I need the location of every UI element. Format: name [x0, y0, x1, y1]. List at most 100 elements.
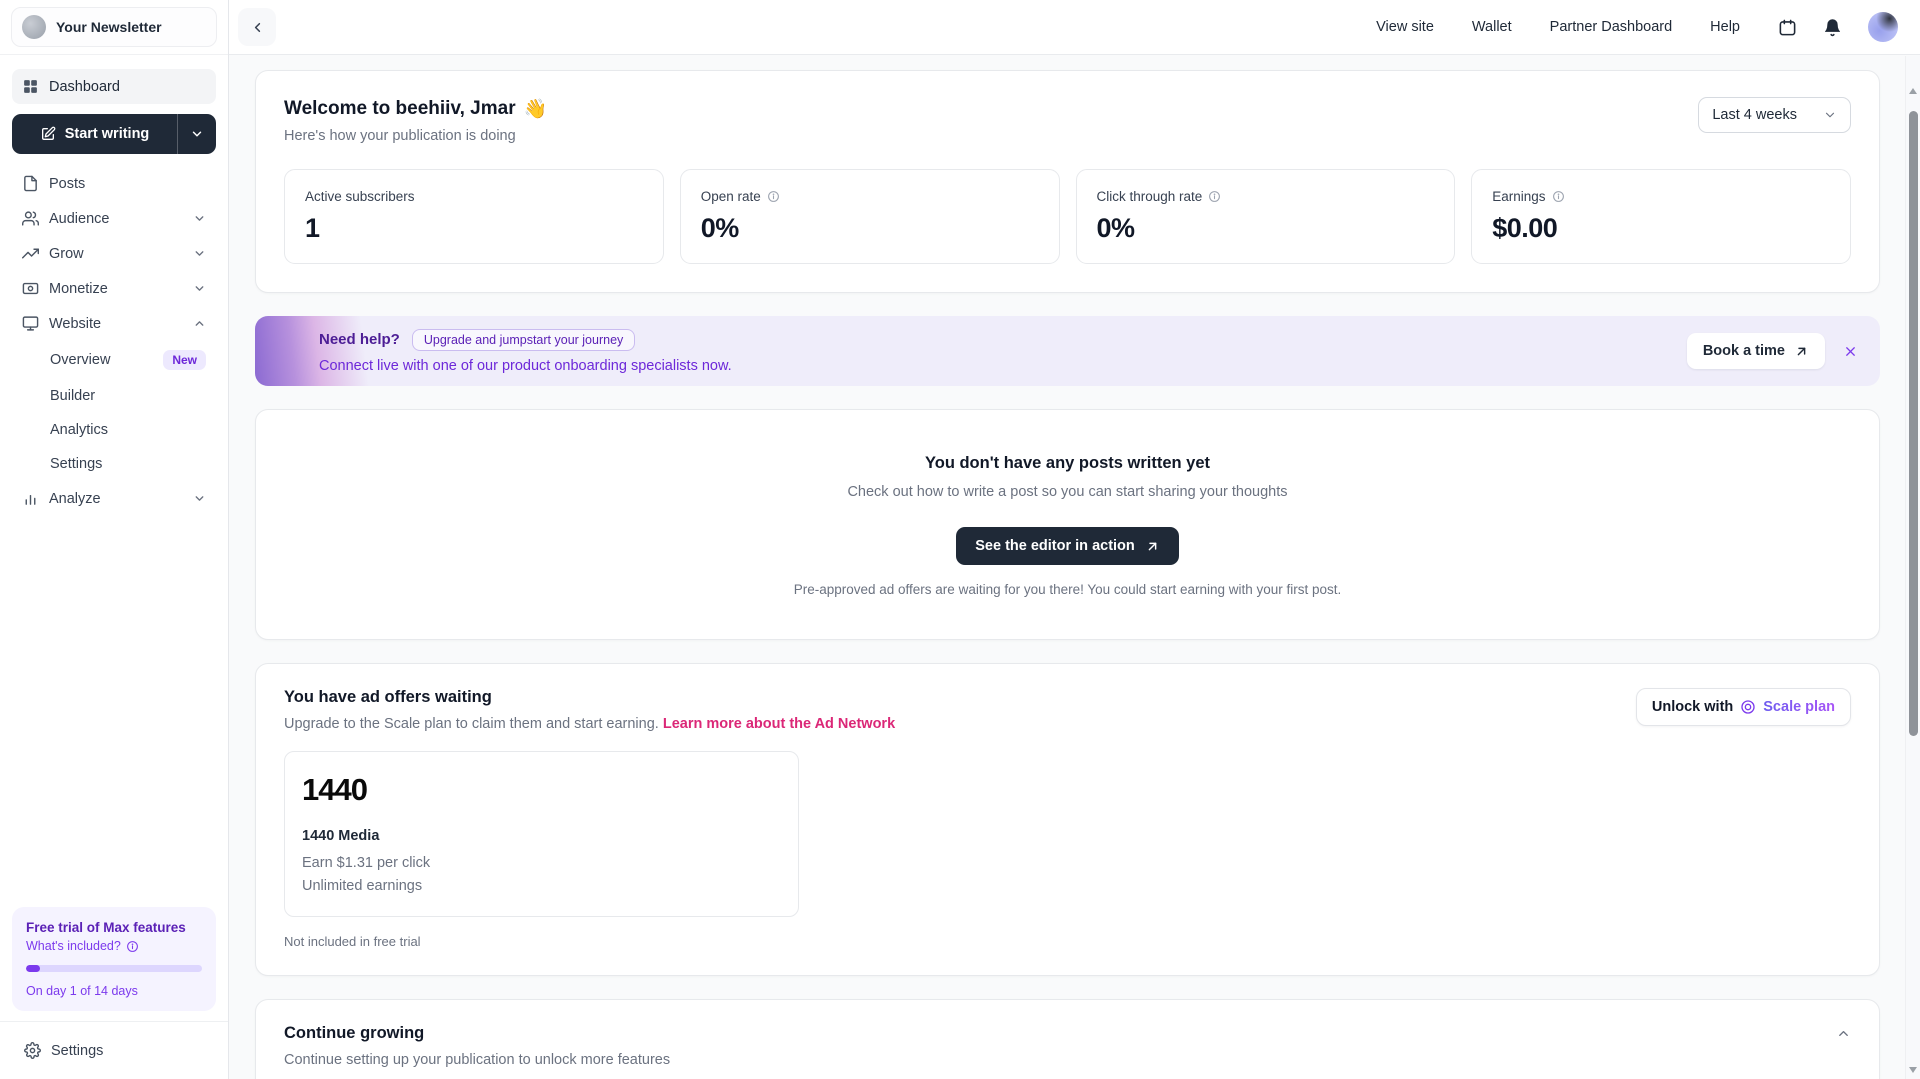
offer-earnings-cap: Unlimited earnings — [302, 878, 423, 894]
sidebar-subitem-overview[interactable]: Overview New — [12, 341, 216, 379]
publication-switcher[interactable]: Your Newsletter — [11, 7, 217, 47]
chevron-down-icon — [193, 282, 206, 295]
users-icon — [22, 211, 39, 226]
info-icon[interactable] — [1208, 190, 1221, 203]
welcome-title-text: Welcome to beehiiv, Jmar — [284, 98, 516, 119]
sidebar-subitem-label: Analytics — [50, 422, 109, 438]
new-badge: New — [163, 350, 206, 370]
bell-icon[interactable] — [1823, 18, 1842, 37]
advertiser-name: 1440 Media — [302, 828, 380, 844]
ad-offers-card: You have ad offers waiting Upgrade to th… — [255, 663, 1880, 976]
sidebar-item-posts[interactable]: Posts — [12, 166, 216, 201]
sidebar-item-analyze[interactable]: Analyze — [12, 481, 216, 516]
scale-plan-label: Scale plan — [1763, 699, 1835, 715]
sidebar-item-monetize[interactable]: Monetize — [12, 271, 216, 306]
sidebar-item-grow[interactable]: Grow — [12, 236, 216, 271]
ad-network-link[interactable]: Learn more about the Ad Network — [662, 716, 896, 732]
ad-offer-1440[interactable]: 1440 1440 Media Earn $1.31 per click Unl… — [284, 751, 799, 917]
chevron-down-icon — [193, 247, 206, 260]
stats-row: Active subscribers 1 Open rate 0% Cli — [284, 169, 1851, 264]
sidebar-collapse-button[interactable] — [238, 8, 276, 46]
sidebar-item-dashboard[interactable]: Dashboard — [12, 69, 216, 104]
settings-label: Settings — [51, 1042, 104, 1059]
chevron-up-icon[interactable] — [1836, 1026, 1851, 1041]
start-writing-button[interactable]: Start writing — [12, 114, 216, 154]
welcome-header: Welcome to beehiiv, Jmar 👋 Here's how yo… — [284, 97, 1851, 144]
sidebar-top: Your Newsletter — [0, 0, 228, 55]
partner-dashboard-link[interactable]: Partner Dashboard — [1549, 19, 1673, 35]
empty-state-subtitle: Check out how to write a post so you can… — [847, 484, 1288, 500]
sidebar-item-label: Grow — [49, 245, 84, 262]
sidebar-item-audience[interactable]: Audience — [12, 201, 216, 236]
welcome-subtitle: Here's how your publication is doing — [284, 128, 516, 144]
publication-name: Your Newsletter — [56, 19, 162, 35]
page-title: Welcome to beehiiv, Jmar 👋 — [284, 97, 547, 121]
scrollbar-up-arrow[interactable] — [1909, 88, 1917, 94]
trial-status: On day 1 of 14 days — [26, 984, 138, 998]
banner-text: Need help? Upgrade and jumpstart your jo… — [319, 328, 1687, 374]
user-avatar[interactable] — [1868, 12, 1898, 42]
sidebar-item-label: Dashboard — [49, 78, 120, 95]
sidebar-nav: Dashboard Start writing Posts Audience — [0, 55, 228, 907]
view-site-link[interactable]: View site — [1376, 19, 1434, 35]
ad-offers-title: You have ad offers waiting — [284, 688, 492, 706]
start-writing-dropdown[interactable] — [178, 114, 216, 154]
stat-value: 0% — [700, 213, 740, 243]
calendar-icon[interactable] — [1778, 18, 1797, 37]
sidebar-item-label: Audience — [49, 210, 110, 227]
sidebar-subitem-settings[interactable]: Settings — [12, 447, 216, 481]
info-icon[interactable] — [1552, 190, 1565, 203]
need-help-banner: Need help? Upgrade and jumpstart your jo… — [255, 316, 1880, 386]
unlock-scale-plan-button[interactable]: Unlock with Scale plan — [1635, 688, 1851, 726]
sidebar-subitem-builder[interactable]: Builder — [12, 379, 216, 413]
see-editor-button[interactable]: See the editor in action — [956, 527, 1179, 565]
document-icon — [24, 175, 37, 192]
chevron-down-icon — [192, 131, 202, 137]
bar-chart-icon — [25, 494, 36, 505]
sidebar-item-label: Website — [49, 315, 102, 332]
start-writing-label: Start writing — [64, 126, 150, 142]
wallet-link[interactable]: Wallet — [1471, 19, 1512, 35]
banner-title: Need help? — [319, 331, 400, 348]
welcome-card: Welcome to beehiiv, Jmar 👋 Here's how yo… — [255, 70, 1880, 293]
vertical-scrollbar[interactable] — [1905, 56, 1920, 1079]
sidebar-subitem-analytics[interactable]: Analytics — [12, 413, 216, 447]
stat-card-click-through-rate: Click through rate 0% — [1075, 169, 1456, 264]
info-icon[interactable] — [767, 190, 780, 203]
trial-progress-fill — [26, 965, 41, 972]
banner-actions: Book a time — [1686, 333, 1858, 369]
help-link[interactable]: Help — [1710, 19, 1740, 35]
arrow-up-right-icon — [1797, 347, 1806, 355]
sidebar: Your Newsletter Dashboard Start writing — [0, 0, 229, 1079]
sidebar-item-label: Analyze — [49, 490, 101, 507]
ad-offers-text: You have ad offers waiting Upgrade to th… — [284, 688, 895, 732]
stat-card-active-subscribers: Active subscribers 1 — [284, 169, 664, 264]
sidebar-subitem-label: Builder — [50, 388, 96, 404]
book-a-time-button[interactable]: Book a time — [1686, 333, 1825, 369]
dashboard-content: Welcome to beehiiv, Jmar 👋 Here's how yo… — [229, 55, 1920, 1079]
sidebar-item-label: Monetize — [49, 280, 108, 297]
trending-up-icon — [22, 248, 39, 259]
close-icon[interactable] — [1843, 344, 1858, 359]
sidebar-item-website[interactable]: Website — [12, 306, 216, 341]
start-writing-main[interactable]: Start writing — [12, 114, 177, 154]
grid-icon — [24, 80, 37, 93]
wave-emoji: 👋 — [523, 99, 548, 120]
sidebar-item-settings[interactable]: Settings — [12, 1034, 216, 1067]
topbar-links: View site Wallet Partner Dashboard Help — [1376, 19, 1740, 35]
continue-growing-card: Continue growing Continue setting up you… — [255, 999, 1880, 1079]
scrollbar-down-arrow[interactable] — [1909, 1067, 1917, 1073]
stat-value: 0% — [1096, 213, 1136, 243]
stat-label: Click through rate — [1097, 189, 1435, 204]
date-range-select[interactable]: Last 4 weeks — [1698, 97, 1851, 133]
scale-plan-icon — [1740, 699, 1756, 715]
ad-offers-subtitle: Upgrade to the Scale plan to claim them … — [284, 716, 895, 732]
scrollbar-thumb[interactable] — [1908, 111, 1918, 736]
continue-growing-title: Continue growing — [284, 1024, 425, 1042]
sidebar-bottom: Settings — [0, 1021, 228, 1079]
whats-included-link[interactable]: What's included? — [26, 939, 202, 953]
trial-progress-bar — [26, 965, 202, 972]
stat-label-text: Click through rate — [1096, 189, 1203, 204]
ad-offers-header: You have ad offers waiting Upgrade to th… — [284, 688, 1851, 732]
